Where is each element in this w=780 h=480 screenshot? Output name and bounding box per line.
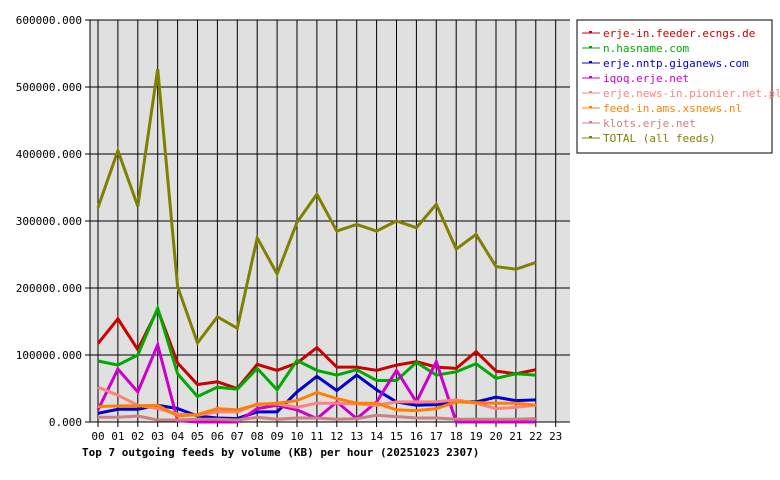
y-tick-label: 500000.000 [16, 81, 82, 94]
y-tick-label: 300000.000 [16, 215, 82, 228]
legend-item: feed-in.ams.xsnews.nl [603, 102, 742, 115]
x-tick-label: 10 [290, 430, 303, 443]
x-tick-label: 01 [111, 430, 124, 443]
x-tick-label: 09 [270, 430, 283, 443]
x-tick-label: 06 [211, 430, 224, 443]
y-tick-label: 600000.000 [16, 14, 82, 27]
x-tick-label: 15 [390, 430, 403, 443]
chart-title: Top 7 outgoing feeds by volume (KB) per … [82, 446, 479, 459]
series-line [96, 305, 537, 391]
x-tick-label: 05 [191, 430, 204, 443]
x-tick-label: 23 [549, 430, 562, 443]
x-tick-label: 11 [310, 430, 323, 443]
y-axis: 0.000 100000.000 200000.000 300000.000 40000… [16, 14, 91, 429]
x-tick-label: 20 [489, 430, 502, 443]
x-tick-label: 07 [231, 430, 244, 443]
legend-item: iqoq.erje.net [603, 72, 689, 85]
x-tick-label: 17 [430, 430, 443, 443]
series-line [98, 413, 536, 422]
legend: erje-in.feeder.ecngs.de n.hasname.com erje… [576, 19, 780, 154]
x-tick-label: 14 [370, 430, 384, 443]
y-tick-label: 200000.000 [16, 282, 82, 295]
x-tick-label: 21 [509, 430, 522, 443]
x-tick-label: 04 [171, 430, 185, 443]
series-lines [96, 68, 537, 424]
legend-item: erje.nntp.giganews.com [603, 57, 749, 70]
legend-item: erje.news-in.pionier.net.pl [603, 87, 780, 100]
legend-item: erje-in.feeder.ecngs.de [603, 27, 755, 40]
legend-item: klots.erje.net [603, 117, 696, 130]
x-tick-label: 18 [450, 430, 463, 443]
x-tick-label: 22 [529, 430, 542, 443]
series-line [97, 303, 536, 399]
y-tick-label: 0.000 [49, 416, 82, 429]
legend-item: TOTAL (all feeds) [603, 132, 716, 145]
y-tick-label: 400000.000 [16, 148, 82, 161]
y-tick-label: 100000.000 [16, 349, 82, 362]
legend-item: n.hasname.com [603, 42, 689, 55]
x-tick-label: 19 [469, 430, 482, 443]
x-tick-label: 03 [151, 430, 164, 443]
x-axis: 00 01 02 03 04 05 06 07 08 09 10 11 12 13 14 15 16 17 18 19… [90, 421, 570, 443]
x-tick-label: 02 [131, 430, 144, 443]
x-tick-label: 08 [251, 430, 264, 443]
series-line [97, 390, 536, 418]
x-tick-label: 16 [410, 430, 423, 443]
x-tick-label: 12 [330, 430, 343, 443]
x-tick-label: 13 [350, 430, 363, 443]
x-tick-label: 00 [91, 430, 104, 443]
series-line [96, 68, 537, 347]
grid-lines [90, 19, 570, 427]
